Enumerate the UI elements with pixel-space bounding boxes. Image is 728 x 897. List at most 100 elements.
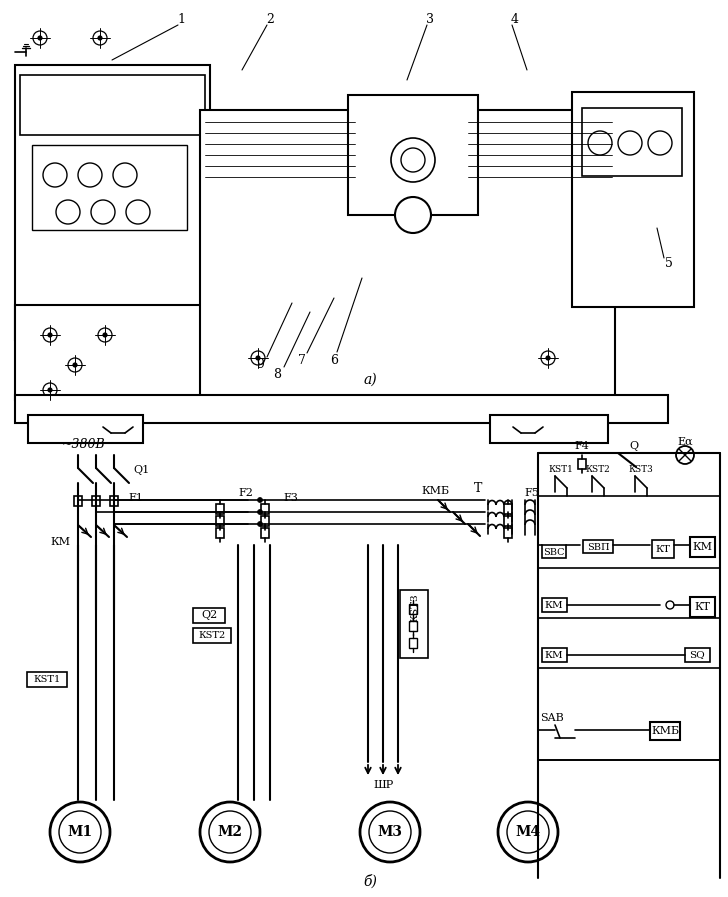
Text: 9: 9	[256, 358, 264, 370]
Bar	[216, 528, 224, 538]
Bar	[690, 597, 715, 617]
Circle shape	[369, 811, 411, 853]
Text: КSТ2: КSТ2	[585, 465, 610, 474]
Circle shape	[43, 383, 57, 397]
Text: 7: 7	[298, 353, 306, 367]
Bar	[216, 504, 224, 514]
Text: Q1: Q1	[133, 465, 149, 475]
Text: 4: 4	[511, 13, 519, 25]
Bar	[504, 528, 512, 538]
Bar	[409, 604, 417, 614]
Bar	[583, 540, 613, 553]
Text: 2: 2	[266, 13, 274, 25]
Text: КМ: КМ	[692, 542, 712, 552]
Bar	[490, 415, 608, 443]
Circle shape	[113, 163, 137, 187]
Bar	[261, 504, 269, 514]
Text: ~380В: ~380В	[62, 438, 106, 450]
Text: Q: Q	[630, 441, 638, 451]
Circle shape	[91, 200, 115, 224]
Text: КSТ3: КSТ3	[411, 594, 419, 623]
Circle shape	[676, 446, 694, 464]
Bar	[261, 516, 269, 526]
Circle shape	[395, 197, 431, 233]
Text: SAВ: SAВ	[540, 713, 564, 723]
Bar	[504, 516, 512, 526]
Text: 3: 3	[426, 13, 434, 25]
Circle shape	[68, 358, 82, 372]
Circle shape	[78, 163, 102, 187]
Text: Eα: Eα	[677, 437, 693, 447]
Circle shape	[209, 811, 251, 853]
Text: М4: М4	[515, 825, 541, 839]
Bar	[15, 395, 668, 423]
Circle shape	[391, 138, 435, 182]
Circle shape	[50, 802, 110, 862]
Text: SQ: SQ	[689, 650, 705, 659]
Text: а): а)	[363, 373, 377, 387]
Text: 8: 8	[273, 368, 281, 380]
Bar	[542, 598, 567, 612]
Circle shape	[258, 521, 263, 527]
Circle shape	[73, 363, 77, 367]
Bar	[200, 110, 615, 400]
Bar	[542, 545, 566, 558]
Text: F3: F3	[283, 493, 298, 503]
Text: КSТ1: КSТ1	[33, 675, 60, 684]
Bar	[20, 75, 205, 135]
Bar	[15, 65, 210, 340]
Circle shape	[43, 163, 67, 187]
Text: КМ: КМ	[545, 650, 563, 659]
Text: 1: 1	[177, 13, 185, 25]
Bar	[261, 528, 269, 538]
Text: КSТ2: КSТ2	[198, 631, 226, 640]
Text: КSТ1: КSТ1	[549, 465, 574, 474]
Bar	[32, 145, 187, 230]
Circle shape	[258, 498, 263, 502]
Circle shape	[498, 802, 558, 862]
Text: F2: F2	[238, 488, 253, 498]
Bar	[650, 722, 680, 740]
Bar	[193, 628, 231, 643]
Text: КМ: КМ	[545, 600, 563, 609]
Bar	[74, 496, 82, 506]
Circle shape	[618, 131, 642, 155]
Bar	[504, 504, 512, 514]
Circle shape	[59, 811, 101, 853]
Circle shape	[56, 200, 80, 224]
Circle shape	[33, 31, 47, 45]
Circle shape	[360, 802, 420, 862]
Circle shape	[93, 31, 107, 45]
Bar	[690, 537, 715, 557]
Circle shape	[38, 36, 42, 40]
Circle shape	[648, 131, 672, 155]
Text: КМБ: КМБ	[421, 486, 449, 496]
Circle shape	[103, 333, 107, 337]
Text: 5: 5	[665, 257, 673, 269]
Text: F1: F1	[128, 493, 143, 503]
Text: КТ: КТ	[694, 602, 710, 612]
Bar	[685, 648, 710, 662]
Bar	[409, 638, 417, 648]
Bar	[578, 459, 586, 469]
Bar	[652, 540, 674, 558]
Circle shape	[666, 601, 674, 609]
Bar	[92, 496, 100, 506]
Circle shape	[251, 351, 265, 365]
Text: М3: М3	[378, 825, 403, 839]
Text: 6: 6	[330, 353, 338, 367]
Text: КТ: КТ	[655, 544, 670, 553]
Bar	[27, 672, 67, 687]
Circle shape	[507, 811, 549, 853]
Circle shape	[256, 356, 260, 360]
Circle shape	[546, 356, 550, 360]
Text: Q2: Q2	[201, 610, 217, 620]
Circle shape	[48, 388, 52, 392]
Text: F5: F5	[524, 488, 539, 498]
Bar	[348, 95, 478, 215]
Text: КSТ3: КSТ3	[628, 465, 653, 474]
Bar	[216, 516, 224, 526]
Bar	[110, 496, 118, 506]
Circle shape	[48, 333, 52, 337]
Bar	[400, 590, 428, 658]
